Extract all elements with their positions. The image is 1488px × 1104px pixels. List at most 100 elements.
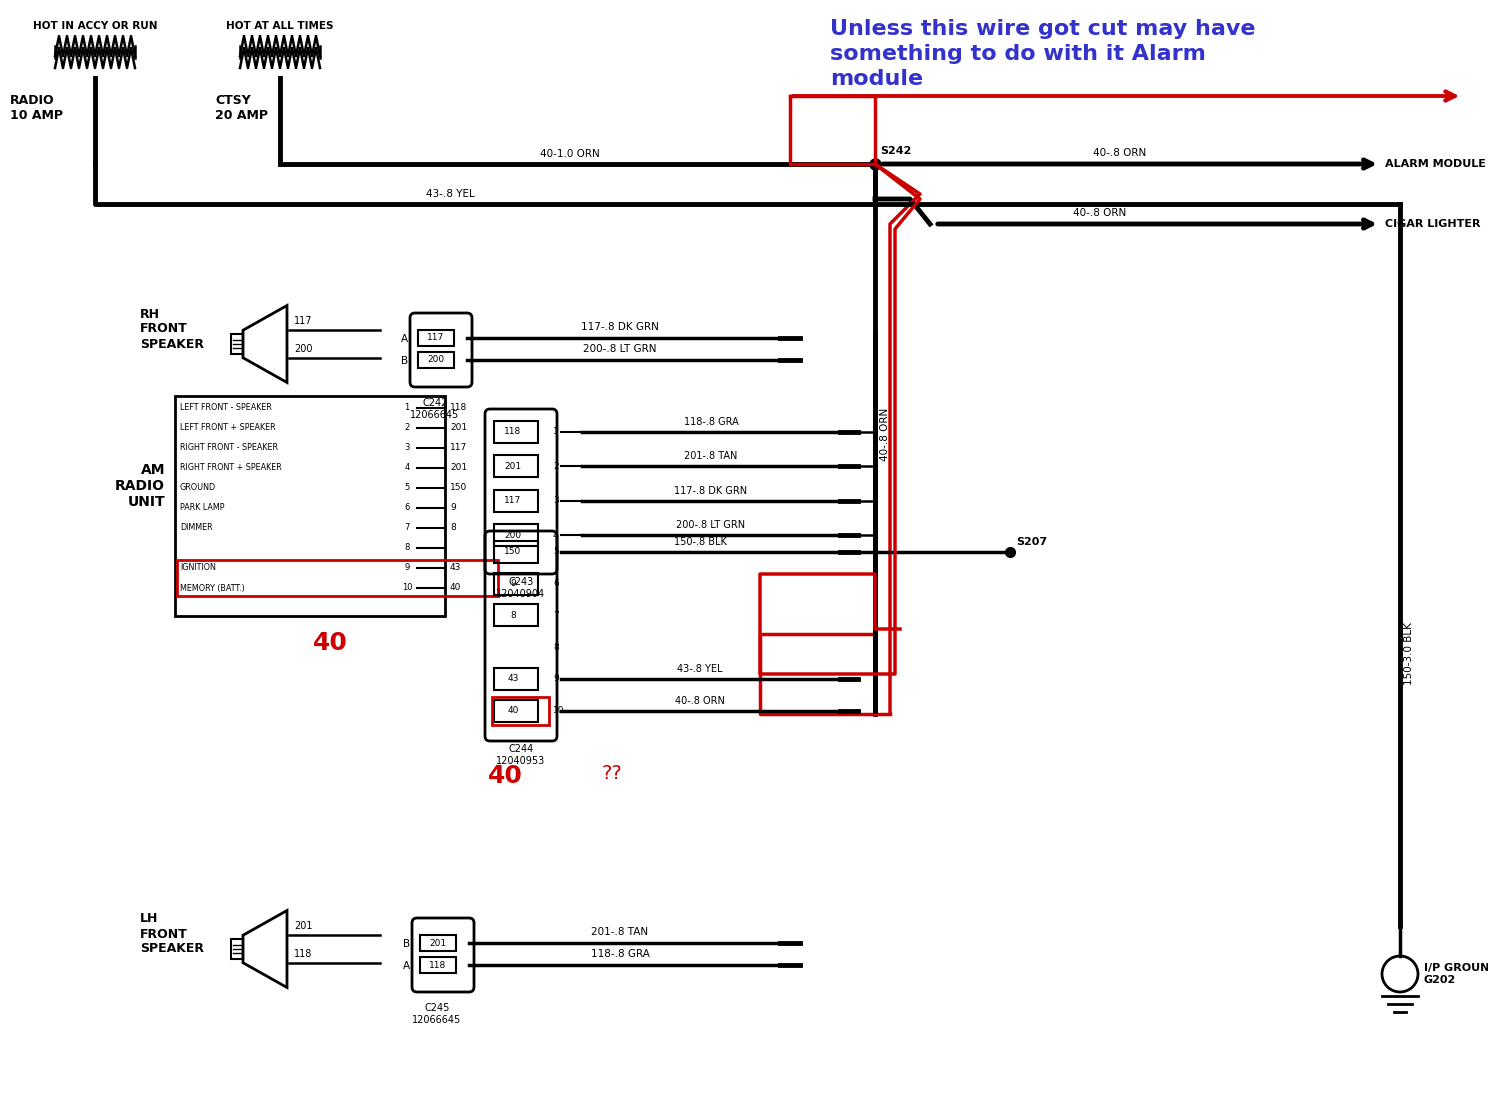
Text: C243
12040904: C243 12040904 [497, 577, 546, 598]
Text: S207: S207 [1016, 537, 1048, 546]
Text: 3: 3 [405, 444, 409, 453]
Text: DIMMER: DIMMER [180, 523, 213, 532]
Text: 118-.8 GRA: 118-.8 GRA [683, 417, 738, 427]
Bar [231, 335, 243, 353]
Text: 7: 7 [405, 523, 409, 532]
Text: A: A [400, 335, 408, 344]
Text: 117: 117 [449, 444, 467, 453]
Text: 9: 9 [554, 675, 559, 683]
Text: 200: 200 [295, 344, 312, 354]
Text: 118: 118 [295, 949, 312, 959]
Text: 201: 201 [430, 938, 446, 947]
Text: S242: S242 [879, 146, 911, 156]
Text: C244
12040953: C244 12040953 [497, 744, 546, 765]
Text: 150-3.0 BLK: 150-3.0 BLK [1405, 623, 1414, 686]
Text: 4: 4 [554, 531, 558, 540]
Text: 40: 40 [449, 584, 461, 593]
Text: RIGHT FRONT + SPEAKER: RIGHT FRONT + SPEAKER [180, 464, 281, 473]
Bar [420, 957, 455, 973]
Text: 5: 5 [554, 548, 559, 556]
Text: IGNITION: IGNITION [180, 563, 216, 573]
Text: 43: 43 [449, 563, 461, 573]
Text: 201: 201 [504, 461, 522, 471]
Text: RADIO
10 AMP: RADIO 10 AMP [10, 94, 62, 123]
Text: 8: 8 [510, 611, 516, 620]
Text: B: B [403, 940, 411, 949]
Text: MEMORY (BATT.): MEMORY (BATT.) [180, 584, 244, 593]
Bar [418, 330, 454, 346]
Text: 40-.8 ORN: 40-.8 ORN [1073, 208, 1126, 217]
Text: 1: 1 [405, 403, 409, 413]
Text: 201: 201 [449, 424, 467, 433]
Text: 8: 8 [405, 543, 409, 552]
Text: 9: 9 [510, 580, 516, 588]
Text: AM
RADIO
UNIT: AM RADIO UNIT [115, 463, 165, 509]
Text: 10: 10 [402, 584, 412, 593]
Bar [494, 668, 539, 690]
Text: CIGAR LIGHTER: CIGAR LIGHTER [1385, 219, 1481, 229]
Text: 3: 3 [554, 497, 559, 506]
Text: ALARM MODULE: ALARM MODULE [1385, 159, 1487, 169]
Text: RIGHT FRONT - SPEAKER: RIGHT FRONT - SPEAKER [180, 444, 278, 453]
Text: 150: 150 [449, 484, 467, 492]
Bar [177, 560, 498, 596]
Text: 2: 2 [554, 461, 558, 471]
Text: HOT AT ALL TIMES: HOT AT ALL TIMES [226, 21, 333, 31]
Bar [494, 490, 539, 512]
Bar [494, 524, 539, 546]
Bar [494, 541, 539, 563]
Bar [176, 396, 445, 616]
Text: 43-.8 YEL: 43-.8 YEL [677, 664, 723, 673]
Text: 43: 43 [507, 675, 519, 683]
Text: 10: 10 [554, 707, 564, 715]
Bar [494, 456, 539, 477]
Text: A: A [403, 960, 411, 972]
Text: 40: 40 [488, 764, 522, 788]
Text: C245
12066645: C245 12066645 [412, 1004, 461, 1025]
Text: ??: ?? [603, 764, 623, 783]
Text: 40-.8 ORN: 40-.8 ORN [879, 407, 890, 460]
Text: B: B [400, 355, 408, 367]
Text: LH
FRONT
SPEAKER: LH FRONT SPEAKER [140, 913, 204, 955]
Text: 117-.8 DK GRN: 117-.8 DK GRN [674, 486, 747, 496]
Text: 201-.8 TAN: 201-.8 TAN [684, 452, 738, 461]
Text: 40-.8 ORN: 40-.8 ORN [676, 696, 725, 705]
Text: 150: 150 [504, 548, 522, 556]
Text: 5: 5 [405, 484, 409, 492]
Bar [494, 573, 539, 595]
Text: 118-.8 GRA: 118-.8 GRA [591, 949, 649, 959]
Text: 40: 40 [312, 631, 347, 655]
Text: LEFT FRONT - SPEAKER: LEFT FRONT - SPEAKER [180, 403, 272, 413]
Text: 118: 118 [449, 403, 467, 413]
Text: 117: 117 [427, 333, 445, 342]
Text: 118: 118 [504, 427, 522, 436]
Text: 200: 200 [427, 355, 445, 364]
Text: CTSY
20 AMP: CTSY 20 AMP [214, 94, 268, 123]
Text: RH
FRONT
SPEAKER: RH FRONT SPEAKER [140, 308, 204, 350]
Text: 1: 1 [554, 427, 559, 436]
Bar [418, 352, 454, 368]
Text: 6: 6 [554, 580, 559, 588]
Text: LEFT FRONT + SPEAKER: LEFT FRONT + SPEAKER [180, 424, 275, 433]
Text: 40-1.0 ORN: 40-1.0 ORN [540, 149, 600, 159]
Text: GROUND: GROUND [180, 484, 216, 492]
Text: 9: 9 [405, 563, 409, 573]
Text: 6: 6 [405, 503, 409, 512]
Text: C242
12066645: C242 12066645 [411, 399, 460, 420]
Text: 4: 4 [405, 464, 409, 473]
Text: Unless this wire got cut may have
something to do with it Alarm
module: Unless this wire got cut may have someth… [830, 19, 1256, 88]
Bar [493, 697, 549, 724]
Bar [494, 421, 539, 443]
Text: 200: 200 [504, 531, 522, 540]
Text: 201: 201 [295, 921, 312, 931]
Text: 200-.8 LT GRN: 200-.8 LT GRN [677, 520, 745, 530]
Text: 2: 2 [405, 424, 409, 433]
Text: 8: 8 [554, 643, 559, 651]
Bar [420, 935, 455, 951]
Text: 117: 117 [295, 316, 312, 326]
Text: 150-.8 BLK: 150-.8 BLK [674, 537, 726, 546]
Text: 201-.8 TAN: 201-.8 TAN [591, 927, 649, 937]
Text: 40: 40 [507, 707, 519, 715]
Text: 117: 117 [504, 497, 522, 506]
Text: PARK LAMP: PARK LAMP [180, 503, 225, 512]
